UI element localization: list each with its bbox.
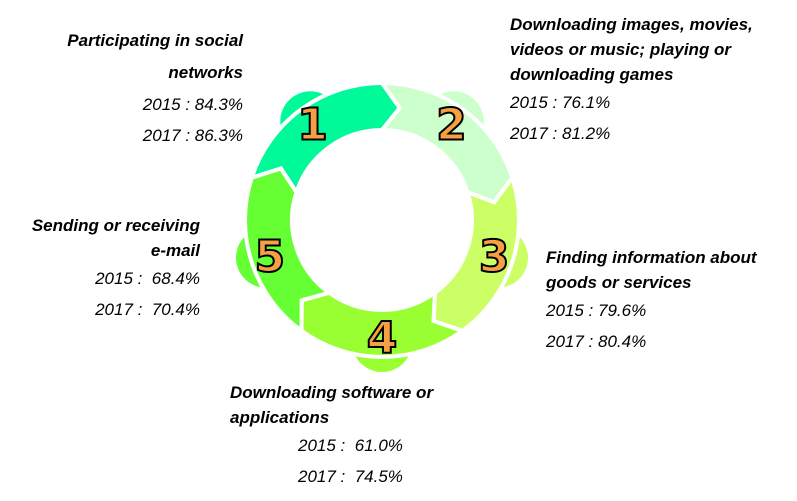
step-3-2015: 2015 : 79.6% [546, 301, 647, 320]
step-1-2015: 2015 : 84.3% [142, 95, 243, 114]
step-2-title-line: Downloading images, movies, [510, 15, 753, 34]
step-2-2015: 2015 : 76.1% [510, 93, 611, 112]
step-2-label: Downloading images, movies, videos or mu… [510, 12, 753, 149]
step-5-title-line: Sending or receiving [31, 216, 200, 235]
step-number: 3 [479, 232, 510, 283]
step-3-2017: 2017 : 80.4% [546, 332, 647, 351]
step-1-2017: 2017 : 86.3% [142, 126, 243, 145]
step-2-2017: 2017 : 81.2% [510, 124, 611, 143]
step-5-2017: 2017 : 70.4% [95, 300, 200, 319]
step-4-label: Downloading software or applications 201… [230, 380, 433, 492]
step-4-segment: 4 [299, 288, 467, 372]
step-2-title-line: videos or music; playing or [510, 40, 732, 59]
step-arrow [243, 166, 334, 335]
step-5-segment: 5 [236, 166, 334, 335]
step-2-title-line: downloading games [510, 65, 674, 84]
step-number: 5 [254, 232, 285, 283]
step-5-title-line: e-mail [150, 241, 200, 260]
step-1-title-line: Participating in social [67, 31, 243, 50]
step-4-title-line: applications [230, 408, 330, 427]
step-4-title-line: Downloading software or [230, 383, 434, 402]
step-4-2015: 2015 : 61.0% [298, 436, 403, 455]
step-number: 1 [297, 100, 328, 151]
step-4-2017: 2017 : 74.5% [298, 467, 403, 486]
step-5-2015: 2015 : 68.4% [95, 269, 200, 288]
step-2-segment: 2 [377, 80, 515, 205]
step-3-title-line: Finding information about [546, 248, 757, 267]
step-1-title-line: networks [168, 63, 243, 82]
step-3-label: Finding information about goods or servi… [546, 245, 757, 357]
step-1-label: Participating in social networks 2015 : … [67, 25, 243, 151]
step-number: 4 [367, 313, 398, 364]
step-number: 2 [436, 100, 467, 151]
step-5-label: Sending or receiving e-mail 2015 : 68.4%… [32, 213, 200, 325]
step-3-title-line: goods or services [546, 273, 692, 292]
ring-center [293, 131, 471, 309]
